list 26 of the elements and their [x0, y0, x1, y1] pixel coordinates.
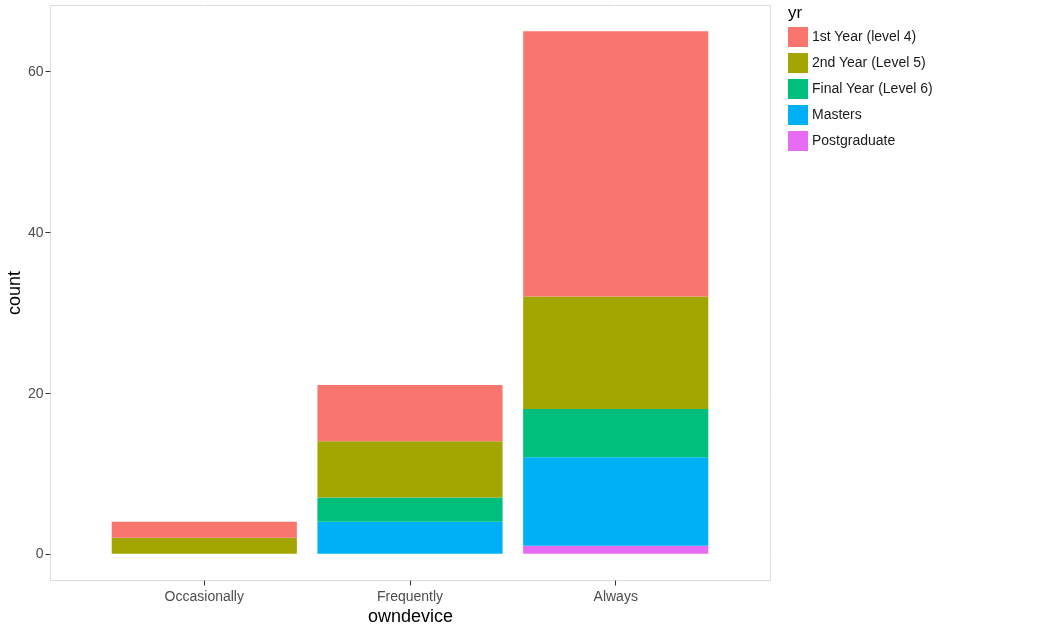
- y-tick-label: 40: [27, 223, 44, 240]
- legend-label: Final Year (Level 6): [812, 80, 933, 96]
- x-tick-label: Occasionally: [164, 587, 244, 604]
- bar: [523, 296, 709, 410]
- legend-title: yr: [788, 3, 803, 22]
- bar: [523, 457, 709, 546]
- x-tick-label: Frequently: [376, 587, 444, 604]
- x-tick-label: Always: [593, 587, 638, 604]
- legend-label: 2nd Year (Level 5): [812, 54, 926, 70]
- bar: [317, 384, 503, 442]
- bar: [317, 497, 503, 522]
- x-axis-title: owndevice: [367, 605, 454, 626]
- legend-label: Postgraduate: [812, 132, 896, 148]
- legend-label: Masters: [812, 106, 862, 122]
- bar: [111, 537, 297, 554]
- y-tick-label: 20: [27, 384, 44, 401]
- y-tick-label: 60: [27, 62, 44, 79]
- legend-label: 1st Year (level 4): [812, 28, 917, 44]
- bar: [317, 441, 503, 498]
- bar: [523, 545, 709, 554]
- bar: [523, 31, 709, 297]
- y-tick-label: 0: [35, 545, 44, 562]
- bar: [523, 409, 709, 458]
- y-axis-title: count: [3, 270, 24, 316]
- bar: [111, 521, 297, 538]
- bar: [317, 521, 503, 554]
